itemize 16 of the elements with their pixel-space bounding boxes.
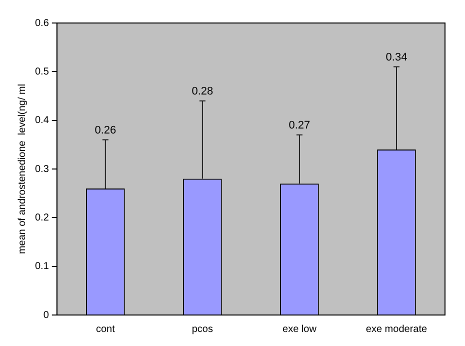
y-tick-label: 0.5 [34, 66, 50, 78]
y-tick-label: 0.4 [34, 115, 50, 126]
x-tick-label: exe low [282, 324, 318, 335]
x-tick-label: cont [96, 324, 116, 335]
annotation: 0.27 [288, 119, 310, 132]
x-tick-label: pcos [192, 324, 213, 335]
y-tick-label: 0.2 [34, 212, 50, 224]
y-tick-label: 0.6 [34, 18, 50, 29]
y-tick-label: 0 [43, 310, 50, 321]
y-tick-label: 0.1 [34, 261, 50, 272]
annotation: 0.26 [94, 124, 116, 136]
y-axis-title: mean of androstenedione level(ng/ ml [16, 84, 28, 254]
annotation: 0.28 [192, 85, 214, 98]
annotation: 0.34 [386, 51, 408, 64]
x-tick-label: exe moderate [366, 324, 428, 335]
y-tick-label: 0.3 [34, 164, 50, 175]
